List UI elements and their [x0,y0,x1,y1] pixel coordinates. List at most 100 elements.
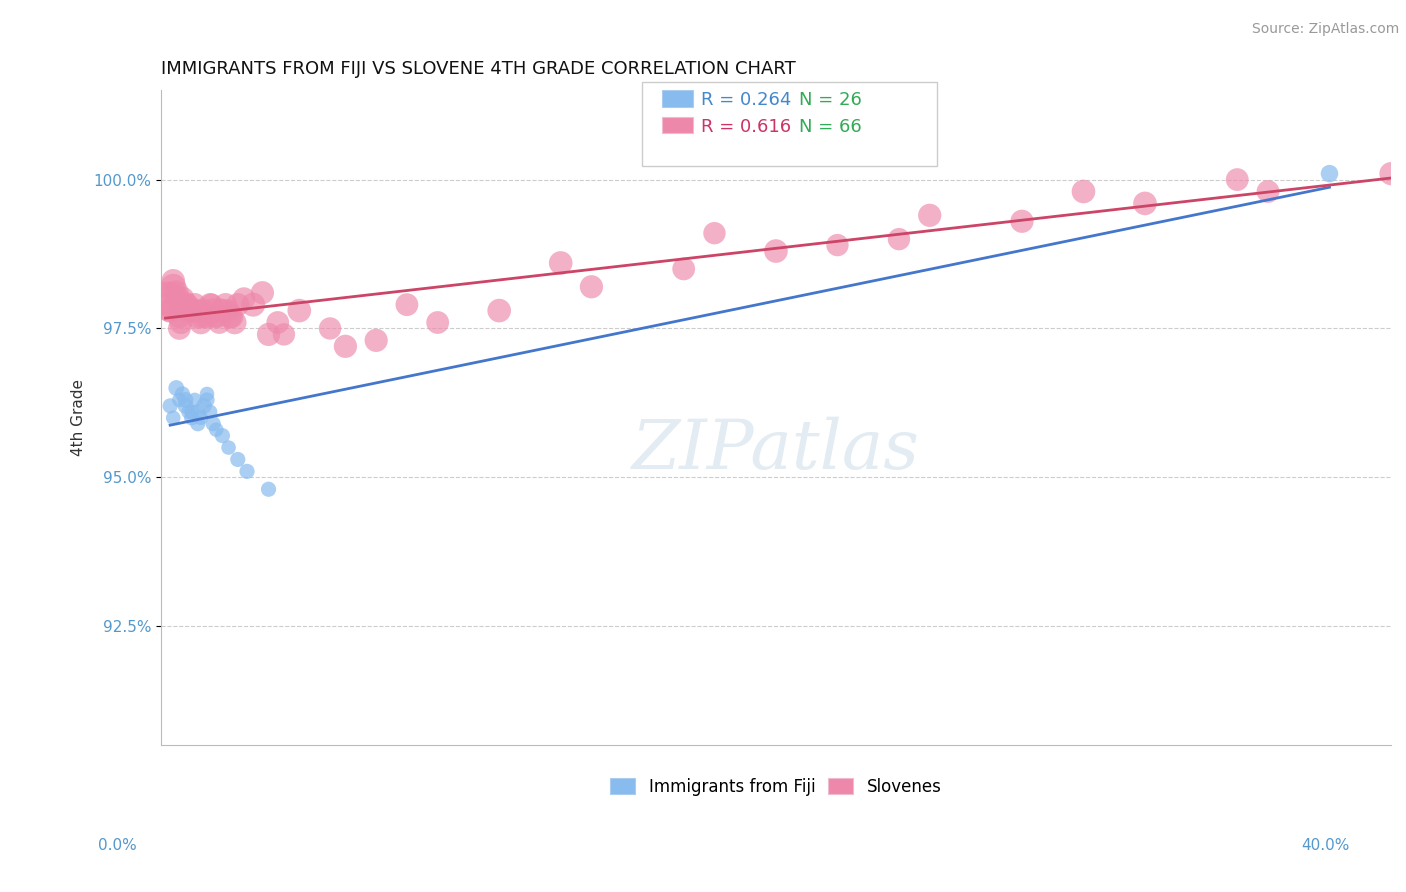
Point [218,441,240,455]
Point [703,226,725,240]
Point [162,274,184,288]
Point [159,303,181,318]
Point [172,292,194,306]
Text: R = 0.616: R = 0.616 [702,118,792,136]
Point [488,303,510,318]
Point [224,316,246,330]
Point [156,292,179,306]
Point [157,303,180,318]
Point [166,292,188,306]
Point [174,392,197,407]
Point [550,256,572,270]
Point [335,339,357,353]
Point [211,303,233,318]
Point [208,316,231,330]
Point [426,316,449,330]
Point [214,298,236,312]
Point [193,399,215,413]
Point [160,285,183,300]
Point [169,392,191,407]
Point [170,316,193,330]
Point [1257,185,1279,199]
Point [395,298,418,312]
Point [257,482,280,496]
Point [1319,167,1341,181]
Point [202,417,225,431]
Point [187,405,209,419]
Point [887,232,910,246]
Point [177,405,200,419]
Point [211,428,233,442]
Text: Source: ZipAtlas.com: Source: ZipAtlas.com [1251,22,1399,37]
Point [198,298,221,312]
Point [191,310,214,324]
Point [219,310,242,324]
Point [205,310,228,324]
Point [181,303,204,318]
Point [1133,196,1156,211]
Point [176,298,198,312]
Point [190,410,212,425]
Point [177,303,200,318]
Point [581,279,603,293]
Text: R = 0.264: R = 0.264 [702,91,792,110]
Point [226,298,249,312]
Point [180,405,202,419]
Y-axis label: 4th Grade: 4th Grade [72,379,86,457]
Point [252,285,274,300]
Point [180,303,202,318]
Text: ZIPatlas: ZIPatlas [633,417,920,484]
Point [193,303,215,318]
Point [155,298,177,312]
Text: N = 66: N = 66 [800,118,862,136]
Point [187,303,209,318]
Point [169,310,191,324]
Text: 0.0%: 0.0% [98,838,138,854]
Point [267,316,290,330]
Point [187,417,209,431]
Point [221,310,243,324]
Point [190,316,212,330]
Text: 40.0%: 40.0% [1302,838,1350,854]
Text: N = 26: N = 26 [800,91,862,110]
Point [187,310,209,324]
Point [827,238,849,252]
Legend: Immigrants from Fiji, Slovenes: Immigrants from Fiji, Slovenes [603,771,949,803]
Point [165,381,187,395]
Text: IMMIGRANTS FROM FIJI VS SLOVENE 4TH GRADE CORRELATION CHART: IMMIGRANTS FROM FIJI VS SLOVENE 4TH GRAD… [160,60,796,78]
Point [184,298,207,312]
Point [202,303,225,318]
Point [672,261,695,276]
Point [1073,185,1095,199]
Point [180,410,202,425]
Point [169,321,191,335]
Point [236,464,259,478]
Point [201,298,224,312]
Point [232,292,254,306]
Point [257,327,280,342]
Point [205,423,228,437]
Point [218,303,240,318]
Point [366,334,388,348]
Point [205,310,228,324]
Point [198,405,221,419]
Point [162,410,184,425]
Point [1226,172,1249,186]
Point [273,327,295,342]
Point [1379,167,1402,181]
Point [165,285,187,300]
Point [195,387,218,401]
Point [184,392,207,407]
Point [174,399,197,413]
Point [174,298,197,312]
Point [159,399,181,413]
Point [918,208,941,222]
Point [209,303,232,318]
Point [288,303,311,318]
Point [195,392,218,407]
Point [242,298,264,312]
Point [1011,214,1033,228]
Point [195,310,218,324]
Point [765,244,787,258]
Point [226,452,249,467]
